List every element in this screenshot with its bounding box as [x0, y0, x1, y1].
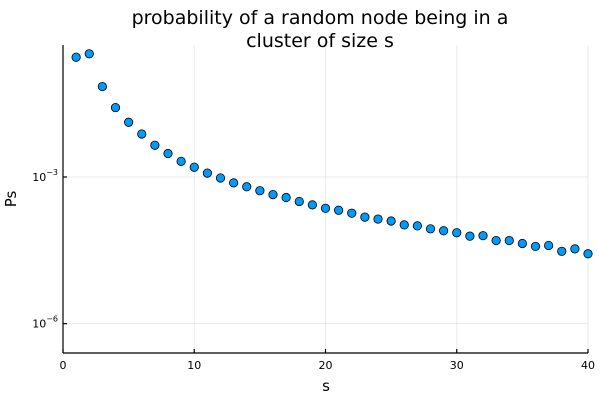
data-point: [242, 182, 252, 192]
data-point: [465, 231, 475, 241]
x-tick-label: 10: [187, 359, 201, 372]
scatter-points: [71, 49, 593, 259]
chart-title-line-2: cluster of size s: [246, 30, 394, 52]
x-tick-label: 0: [60, 359, 67, 372]
data-point: [229, 178, 239, 188]
data-point: [281, 192, 291, 203]
data-point: [399, 220, 409, 230]
chart-title-line-1: probability of a random node being in a: [132, 7, 509, 29]
x-tick-label: 30: [450, 359, 464, 372]
x-axis-label: s: [322, 377, 330, 395]
x-tick-label: 40: [581, 359, 595, 372]
data-point: [386, 216, 396, 226]
x-tick-label: 20: [319, 359, 333, 372]
data-point: [163, 148, 173, 159]
data-point: [255, 186, 265, 196]
data-point: [583, 249, 593, 259]
data-point: [320, 203, 331, 213]
data-point: [71, 52, 81, 62]
y-ticks: 10−3 10−6: [32, 168, 67, 331]
data-point: [294, 196, 304, 207]
y-tick-label: 10−3: [32, 168, 58, 184]
data-point: [202, 168, 212, 178]
data-point: [452, 228, 462, 238]
data-point: [504, 235, 514, 246]
data-point: [84, 49, 94, 59]
data-point: [334, 205, 344, 215]
data-point: [478, 231, 488, 241]
data-point: [491, 235, 501, 246]
data-point: [530, 241, 541, 252]
data-point: [570, 244, 580, 254]
data-point: [189, 162, 199, 172]
data-point: [110, 102, 121, 113]
data-point: [124, 117, 134, 127]
data-point: [425, 224, 436, 234]
data-point: [307, 200, 317, 210]
data-point: [137, 129, 147, 139]
data-point: [544, 240, 554, 251]
data-point: [557, 246, 567, 256]
data-point: [215, 173, 226, 183]
data-point: [412, 221, 422, 231]
data-point: [268, 190, 278, 200]
x-ticks: 0 10 20 30 40: [60, 349, 595, 372]
data-point: [347, 208, 357, 218]
data-point: [373, 214, 383, 224]
grid-lines: [62, 45, 589, 353]
y-tick-label: 10−6: [32, 315, 58, 331]
y-axis-label: Ps: [2, 191, 20, 208]
data-point: [97, 81, 107, 92]
data-point: [150, 140, 160, 150]
data-point: [360, 212, 370, 222]
data-point: [439, 226, 449, 236]
data-point: [176, 156, 186, 166]
data-point: [517, 238, 527, 249]
